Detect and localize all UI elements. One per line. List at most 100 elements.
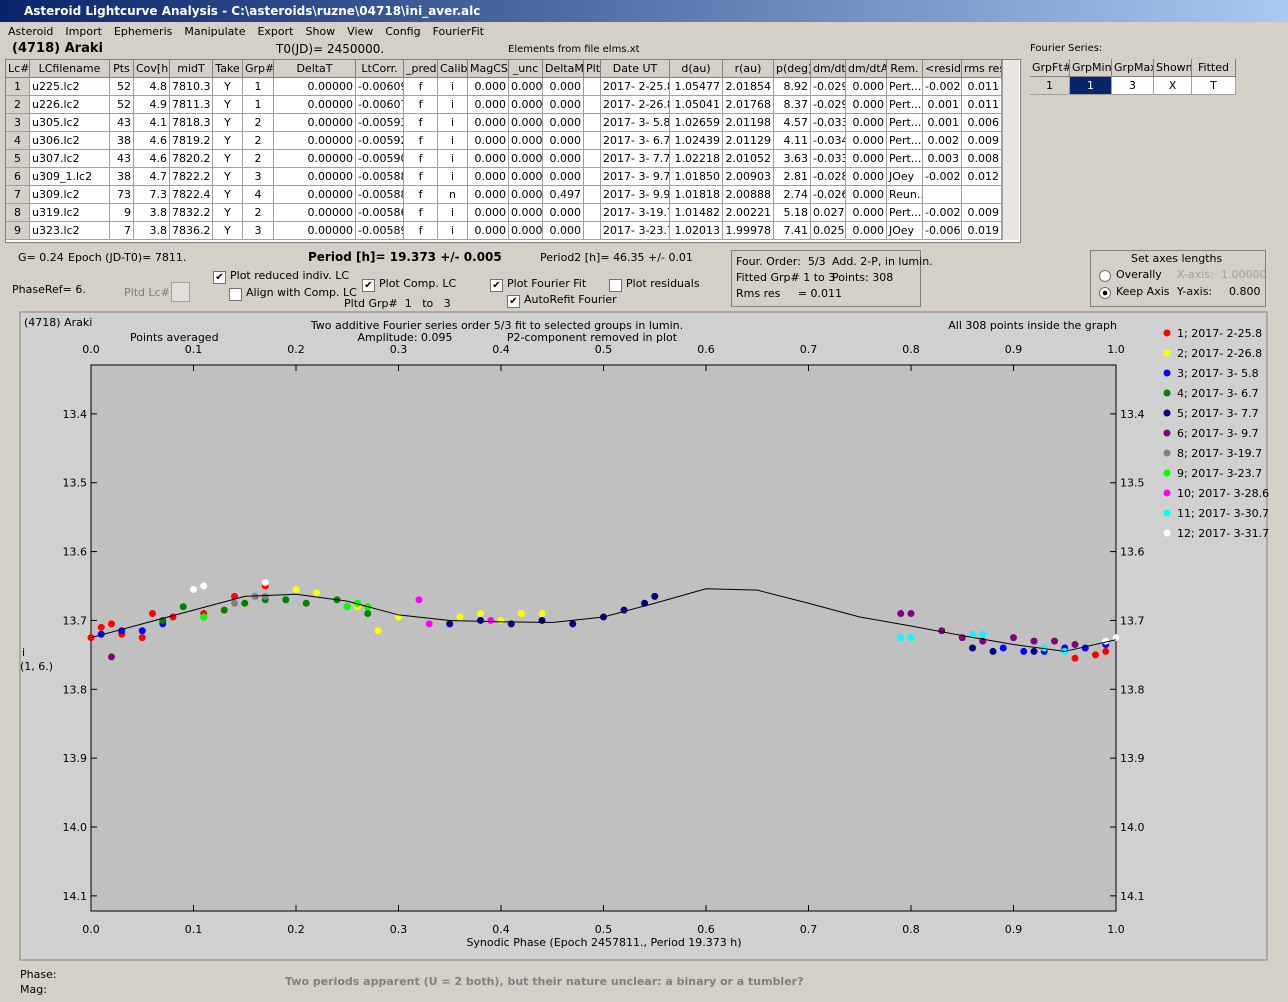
checkbox[interactable]: ✔ [213,271,226,284]
legend-label: 11; 2017- 3-30.7 [1177,507,1269,520]
data-point [1102,647,1110,655]
table-cell [584,78,601,96]
legend-label: 12; 2017- 3-31.7 [1177,527,1269,540]
menu-item[interactable]: Export [257,25,294,38]
table-cell: f [404,222,438,240]
data-point [487,616,495,624]
column-header: Pts [110,60,134,78]
table-cell[interactable]: T [1192,77,1236,95]
checkbox-label[interactable]: Plot reduced indiv. LC [230,269,350,282]
table-cell: 0.000 [509,96,543,114]
y-tick-label-right: 14.1 [1120,890,1145,903]
data-point [1010,634,1017,642]
table-cell: 0.019 [962,222,1002,240]
table-cell[interactable]: 1 [1030,77,1070,95]
checkbox-label[interactable]: Plot residuals [626,277,700,290]
spinner[interactable] [171,282,190,302]
table-cell: 1.02013 [670,222,723,240]
menu-item[interactable]: FourierFit [432,25,484,38]
data-point [569,620,577,628]
table-cell[interactable]: u323.lc2 [30,222,110,240]
table-cell: 7820.2 [170,150,213,168]
scrollbar[interactable] [1002,60,1019,240]
x-tick-label: 0.1 [185,923,203,936]
table-cell: Pert... [887,150,923,168]
pltd-grp: Pltd Grp# 1 to 3 [344,297,451,310]
radio[interactable] [1099,270,1111,282]
data-point [1051,637,1058,645]
column-header: Fitted [1192,59,1236,77]
table-cell[interactable]: u225.lc2 [30,78,110,96]
checkbox[interactable] [229,288,242,301]
elements-file: Elements from file elms.xt [508,44,640,55]
menu-item[interactable]: Config [385,25,421,38]
table-cell[interactable]: u305.lc2 [30,114,110,132]
x-tick-label-top: 0.5 [595,343,613,356]
data-point [651,592,659,600]
data-point [200,582,208,590]
table-cell: 2.01854 [723,78,774,96]
y-axis-note: (1, 6.) [20,660,53,673]
radio-label[interactable]: Keep Axis [1116,285,1170,298]
table-cell: 0.000 [846,114,887,132]
table-cell[interactable]: 3 [1112,77,1154,95]
table-cell[interactable]: u306.lc2 [30,132,110,150]
menu-item[interactable]: Show [305,25,336,38]
table-cell[interactable]: 1 [1070,77,1112,95]
legend-marker [1163,489,1171,497]
table-cell[interactable]: u309.lc2 [30,186,110,204]
table-cell: 52 [110,96,134,114]
checkbox[interactable]: ✔ [490,279,503,292]
table-cell: 7822.2 [170,168,213,186]
menu-item[interactable]: Manipulate [184,25,246,38]
menu-item[interactable]: View [347,25,374,38]
checkbox[interactable]: ✔ [507,295,520,308]
y-tick-label: 13.8 [63,683,88,696]
menu-item[interactable]: Import [65,25,102,38]
x-axis-label: X-axis: [1177,268,1214,281]
table-cell: 0.000 [543,168,584,186]
window-title: Asteroid Lightcurve Analysis - C:\astero… [24,4,481,18]
column-header: Date UT [601,60,670,78]
checkbox[interactable]: ✔ [362,279,375,292]
table-cell: 2017- 3- 5.8 [601,114,670,132]
column-header: midT [170,60,213,78]
row-header: 4 [6,132,30,150]
table-cell: 0.000 [509,204,543,222]
checkbox[interactable] [609,279,622,292]
menu-item[interactable]: Asteroid [8,25,54,38]
table-cell[interactable]: u307.lc2 [30,150,110,168]
x-tick-label-top: 0.4 [492,343,510,356]
checkbox-label[interactable]: AutoRefit Fourier [524,293,617,306]
table-cell: 2.00888 [723,186,774,204]
radio-label[interactable]: Overally [1116,268,1162,281]
table-cell[interactable]: u309_1.lc2 [30,168,110,186]
data-point [446,620,454,628]
checkbox-label[interactable]: Plot Fourier Fit [507,277,587,290]
table-cell[interactable]: X [1154,77,1192,95]
menu-item[interactable]: Ephemeris [113,25,173,38]
table-cell: 0.003 [923,150,962,168]
table-cell: f [404,204,438,222]
table-cell: 38 [110,132,134,150]
checkbox-label[interactable]: Plot Comp. LC [379,277,457,290]
legend-marker [1163,449,1171,457]
data-point [179,603,187,611]
table-cell: JOey [887,168,923,186]
checkbox-label[interactable]: Align with Comp. LC [246,286,357,299]
table-cell: Y [213,114,243,132]
annotation: Two additive Fourier series order 5/3 fi… [310,319,683,332]
data-point [1030,637,1038,645]
radio[interactable] [1099,287,1111,299]
table-cell: 2 [243,204,274,222]
table-cell[interactable]: u319.lc2 [30,204,110,222]
table-cell: f [404,150,438,168]
y-tick-label: 13.7 [63,614,88,627]
y-axis-label: i [22,646,25,659]
phase-ref: PhaseRef= 6. [12,283,86,296]
y-axis-label: Y-axis: [1177,285,1213,298]
table-cell: 1.01818 [670,186,723,204]
table-cell[interactable]: u226.lc2 [30,96,110,114]
summary-box: Four. Order: 5/3 Add. 2-P, in lumin. Fitte… [731,250,933,307]
table-cell: 0.000 [468,150,509,168]
